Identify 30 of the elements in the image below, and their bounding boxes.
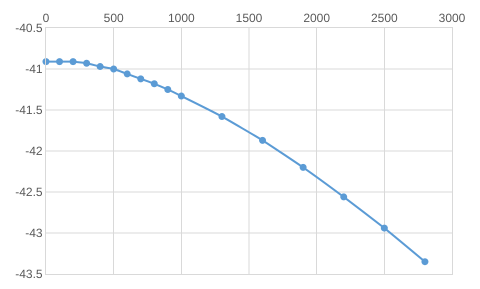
y-tick-label: -41.5 — [15, 103, 43, 118]
x-tick-label: 0 — [42, 11, 50, 26]
point — [421, 258, 428, 266]
x-tick-label: 1000 — [168, 11, 195, 26]
point — [300, 164, 307, 171]
point — [83, 60, 90, 67]
point — [178, 92, 185, 100]
point — [218, 113, 226, 120]
y-tick-label: -43.5 — [15, 267, 43, 282]
point — [259, 136, 266, 144]
y-tick-label: -41 — [25, 62, 43, 76]
point — [110, 66, 118, 72]
point — [150, 80, 158, 88]
x-tick-label: 3000 — [438, 11, 466, 26]
x-tick-label: 2500 — [370, 11, 398, 26]
point — [56, 58, 64, 66]
point — [380, 224, 388, 232]
point — [70, 58, 77, 66]
x-tick-label: 2000 — [303, 11, 330, 26]
point — [124, 70, 131, 78]
point — [96, 63, 104, 70]
x-tick-label: 1500 — [236, 11, 263, 26]
point — [137, 75, 144, 82]
x-tick-label: 500 — [104, 11, 124, 26]
point — [164, 86, 172, 93]
y-tick-label: -42 — [25, 144, 43, 158]
y-tick-label: -43 — [25, 226, 43, 240]
point — [340, 193, 348, 200]
y-tick-label: -42.5 — [15, 185, 43, 200]
y-tick-label: -40.5 — [15, 21, 43, 36]
